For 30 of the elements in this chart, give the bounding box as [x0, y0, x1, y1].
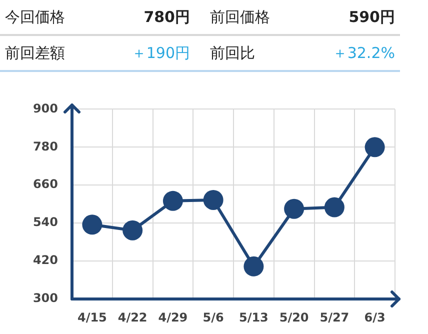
point [122, 220, 143, 240]
point [203, 190, 224, 210]
x-tick-label: 6/3 [364, 310, 386, 324]
point [284, 198, 304, 219]
x-tick-label: 5/13 [238, 310, 268, 324]
x-tick-label: 4/22 [118, 310, 148, 324]
text: 前回比 [210, 44, 255, 62]
text: 前回差額 [5, 44, 65, 62]
text: 590円 [348, 8, 395, 26]
text: 前回価格 [210, 8, 270, 26]
text: 780円 [144, 8, 190, 26]
text: ＋32.2% [332, 44, 395, 62]
text: ＋190円 [131, 44, 190, 62]
text: 今回価格 [5, 8, 65, 26]
y-tick-label: 540 [32, 215, 58, 230]
y-tick-label: 900 [32, 101, 58, 116]
point [82, 214, 102, 235]
point [244, 256, 264, 276]
x-tick-label: 5/27 [320, 310, 350, 324]
y-tick-label: 300 [32, 291, 58, 306]
point [364, 137, 385, 158]
x-tick-label: 4/29 [158, 310, 188, 324]
x-tick-label: 5/20 [279, 310, 309, 324]
point [162, 190, 183, 211]
y-tick-label: 660 [32, 177, 58, 192]
x-tick-label: 4/15 [77, 310, 107, 324]
point [324, 197, 344, 218]
y-tick-label: 780 [32, 139, 58, 154]
y-tick-label: 420 [32, 253, 58, 268]
x-tick-label: 5/6 [202, 310, 224, 324]
